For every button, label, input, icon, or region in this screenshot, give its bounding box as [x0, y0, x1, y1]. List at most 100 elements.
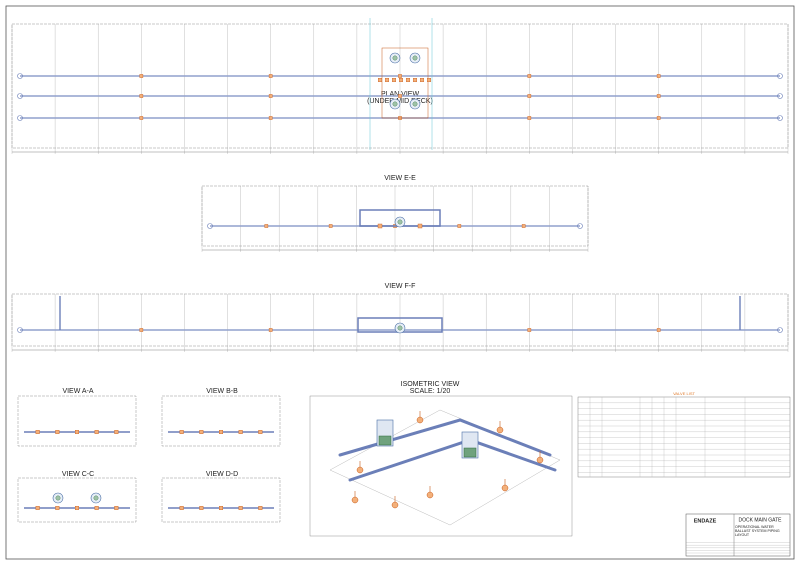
pipe-end	[17, 73, 23, 79]
pipe-end	[777, 327, 783, 333]
valve-table	[577, 396, 791, 478]
valve	[139, 328, 144, 332]
valve	[218, 430, 223, 435]
valve	[399, 77, 404, 82]
view-title: VIEW D-D	[206, 471, 238, 478]
valve	[139, 74, 144, 78]
valve	[238, 506, 243, 511]
pipe-end	[17, 115, 23, 121]
valve	[139, 94, 144, 98]
valve	[420, 77, 425, 82]
valve	[413, 77, 418, 82]
valve	[268, 94, 273, 98]
title-block	[685, 513, 791, 557]
pump-core	[412, 101, 418, 107]
pump-core	[397, 219, 403, 225]
iso-deck	[329, 409, 561, 526]
pipe-end	[207, 223, 213, 229]
iso-valve	[501, 484, 509, 492]
company-name: ENDAZE	[694, 518, 717, 524]
valve	[55, 430, 60, 435]
valve	[199, 506, 204, 511]
valve	[74, 430, 79, 435]
iso-motor	[463, 447, 477, 458]
view-scale: SCALE: 1/20	[410, 388, 451, 395]
valve	[527, 328, 532, 332]
valve	[656, 94, 661, 98]
iso-motor	[378, 435, 392, 446]
pipe-end	[777, 93, 783, 99]
iso-valve	[351, 496, 359, 504]
valve	[527, 116, 532, 120]
view-title: VIEW A-A	[62, 388, 93, 395]
pump-core	[392, 55, 398, 61]
pipe-end	[577, 223, 583, 229]
valve	[406, 77, 411, 82]
pump-room	[381, 47, 429, 119]
valve	[527, 94, 532, 98]
drawing-title-box: OPERATIONAL WATER BALLAST SYSTEM PIPING …	[735, 525, 780, 537]
view-frame	[17, 477, 137, 523]
pipe-end	[17, 327, 23, 333]
pipe-end	[777, 115, 783, 121]
table-title: VALVE LIST	[673, 391, 695, 396]
valve	[199, 430, 204, 435]
iso-valve	[416, 416, 424, 424]
valve	[139, 116, 144, 120]
valve	[258, 506, 263, 511]
valve	[74, 506, 79, 511]
valve	[378, 77, 383, 82]
valve	[521, 224, 526, 228]
valve	[527, 74, 532, 78]
valve	[238, 430, 243, 435]
valve	[258, 430, 263, 435]
project-name: DOCK MAIN GATE	[739, 517, 783, 523]
iso-valve	[426, 491, 434, 499]
view-title: VIEW B-B	[206, 388, 238, 395]
valve	[35, 430, 40, 435]
valve	[656, 328, 661, 332]
iso-valve	[536, 456, 544, 464]
valve	[179, 506, 184, 511]
iso-valve	[391, 501, 399, 509]
pump-core	[55, 495, 61, 501]
view-title: VIEW E-E	[384, 175, 416, 182]
valve	[35, 506, 40, 511]
valve	[179, 430, 184, 435]
valve	[268, 116, 273, 120]
view-frame	[309, 395, 573, 537]
pipe-end	[777, 73, 783, 79]
valve	[328, 224, 333, 228]
pump-core	[392, 101, 398, 107]
valve	[398, 74, 402, 78]
valve	[264, 224, 269, 228]
valve	[377, 223, 383, 229]
valve	[114, 430, 119, 435]
view-frame	[17, 395, 137, 447]
valve	[656, 116, 661, 120]
valve	[114, 506, 119, 511]
valve	[268, 328, 273, 332]
valve	[55, 506, 60, 511]
valve	[385, 77, 390, 82]
valve	[427, 77, 432, 82]
view-title: VIEW F-F	[385, 283, 416, 290]
valve	[218, 506, 223, 511]
valve	[457, 224, 462, 228]
valve	[398, 94, 402, 98]
valve	[268, 74, 273, 78]
valve	[417, 223, 423, 229]
valve	[392, 77, 397, 82]
pump-core	[93, 495, 99, 501]
view-title: ISOMETRIC VIEW	[401, 381, 460, 388]
pump-core	[412, 55, 418, 61]
iso-valve	[496, 426, 504, 434]
valve	[656, 74, 661, 78]
pump-core	[397, 325, 403, 331]
iso-valve	[356, 466, 364, 474]
valve	[94, 430, 99, 435]
valve	[94, 506, 99, 511]
view-frame	[161, 477, 281, 523]
